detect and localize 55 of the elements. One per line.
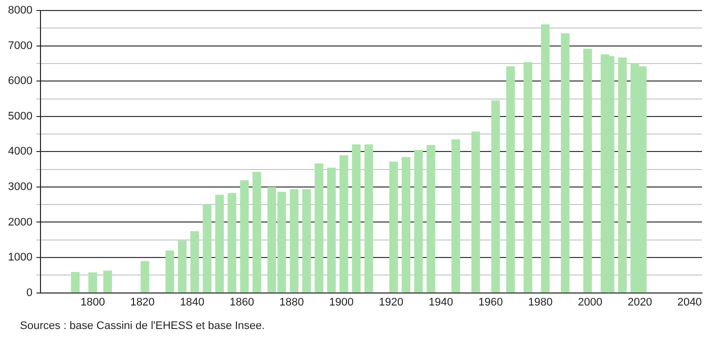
y-tick-label: 3000 — [8, 181, 32, 194]
bar — [560, 33, 570, 293]
y-tick-label: 5000 — [8, 110, 32, 122]
bar — [491, 100, 500, 293]
x-tick-label: 1960 — [478, 296, 503, 308]
bar — [190, 231, 199, 293]
x-tick-label: 1880 — [279, 296, 304, 308]
x-tick-label: 1980 — [528, 296, 553, 308]
bar — [389, 162, 398, 293]
bar — [402, 157, 410, 293]
x-tick-label: 1800 — [80, 296, 105, 308]
bar — [327, 168, 336, 293]
y-tick-label: 0 — [26, 286, 32, 299]
x-tick-label: 1820 — [130, 296, 155, 308]
x-tick-label: 1920 — [378, 296, 404, 308]
x-tick-label: 2000 — [578, 296, 602, 308]
bar — [451, 139, 460, 293]
bar — [414, 150, 423, 293]
bar — [426, 145, 436, 293]
bar — [506, 66, 515, 293]
source-note: Sources : base Cassini de l'EHESS et base Insee. — [20, 320, 265, 332]
bar — [302, 189, 311, 293]
y-tick-label: 2000 — [8, 216, 32, 228]
y-tick-label: 1000 — [8, 252, 32, 264]
x-tick-label: 2040 — [677, 296, 702, 308]
bar — [364, 144, 374, 293]
bar — [140, 261, 150, 293]
x-tick-label: 1940 — [428, 296, 454, 308]
bar — [240, 180, 249, 293]
x-tick-label: 1900 — [329, 296, 354, 308]
bar — [88, 272, 98, 293]
y-tick-label: 4000 — [8, 146, 32, 158]
bar — [228, 192, 236, 293]
x-tick-label: 2020 — [628, 296, 652, 308]
bar — [314, 163, 324, 293]
bar — [352, 144, 361, 293]
y-tick-label: 8000 — [8, 4, 32, 17]
bar — [290, 189, 298, 293]
x-tick-label: 1840 — [180, 296, 204, 308]
y-tick-label: 6000 — [8, 75, 32, 88]
bar — [524, 62, 532, 293]
y-tick-label: 7000 — [8, 40, 32, 52]
bar — [70, 272, 80, 293]
bar — [618, 58, 627, 293]
x-tick-label: 1860 — [230, 296, 254, 308]
bar — [471, 132, 480, 293]
bar — [165, 250, 174, 293]
bar — [215, 194, 224, 293]
bar — [540, 24, 550, 293]
bar — [103, 270, 112, 293]
bar — [178, 240, 187, 293]
bar — [340, 155, 348, 293]
bar — [583, 48, 592, 293]
bar — [252, 172, 262, 293]
bar — [202, 204, 212, 293]
